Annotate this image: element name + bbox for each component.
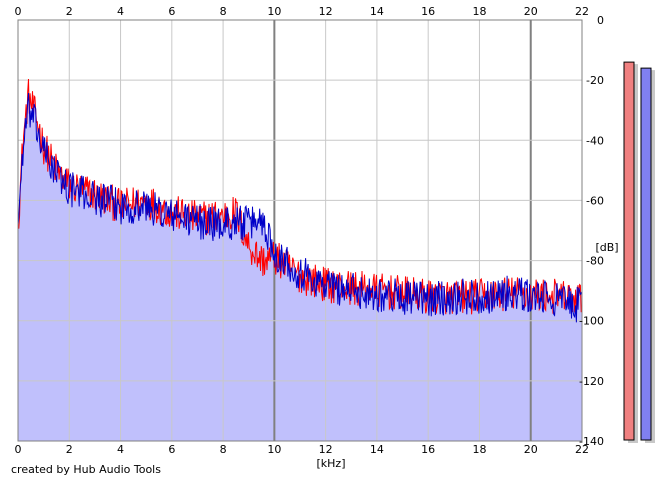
x-tick-label-top: 4 <box>117 5 124 18</box>
x-tick-label-bottom: 22 <box>575 443 589 456</box>
y-axis-right-ticks: 0 -20 -40 -60 -80 -100 -120 -140 <box>579 14 604 448</box>
x-tick-label-bottom: 16 <box>421 443 435 456</box>
y-tick-label: -140 <box>579 435 604 448</box>
x-tick-label-bottom: 8 <box>220 443 227 456</box>
series-line-right <box>17 92 583 323</box>
x-tick-label-top: 10 <box>267 5 281 18</box>
x-tick-label-bottom: 2 <box>66 443 73 456</box>
x-tick-label-bottom: 0 <box>15 443 22 456</box>
x-axis-top-ticks: 0 2 4 6 8 10 12 14 16 18 20 22 <box>15 5 590 18</box>
x-tick-label-bottom: 20 <box>524 443 538 456</box>
x-tick-label-top: 0 <box>15 5 22 18</box>
x-axis-label: [kHz] <box>317 457 346 470</box>
x-tick-label-bottom: 4 <box>117 443 124 456</box>
spectrum-area-fill <box>18 79 582 441</box>
series-layer <box>17 78 583 323</box>
x-tick-label-top: 22 <box>575 5 589 18</box>
y-tick-label: -20 <box>586 74 604 87</box>
x-tick-label-top: 14 <box>370 5 384 18</box>
x-tick-label-top: 18 <box>472 5 486 18</box>
x-tick-label-top: 2 <box>66 5 73 18</box>
x-tick-label-top: 20 <box>524 5 538 18</box>
y-tick-label: -40 <box>586 134 604 147</box>
x-tick-label-bottom: 10 <box>267 443 281 456</box>
x-tick-label-top: 8 <box>220 5 227 18</box>
credit-text: created by Hub Audio Tools <box>11 463 161 476</box>
spectrum-fill-layer <box>18 79 582 441</box>
meter-right-bar <box>640 67 652 441</box>
plot-area <box>17 19 583 442</box>
level-meters <box>623 61 655 443</box>
y-tick-label: 0 <box>597 14 604 27</box>
y-tick-label: -60 <box>586 194 604 207</box>
x-tick-label-bottom: 14 <box>370 443 384 456</box>
x-axis-bottom-ticks: 0 2 4 6 8 10 12 14 16 18 20 22 <box>15 443 590 456</box>
y-tick-label: -120 <box>579 375 604 388</box>
y-tick-label: -80 <box>586 255 604 268</box>
x-tick-label-bottom: 6 <box>168 443 175 456</box>
x-tick-label-bottom: 18 <box>472 443 486 456</box>
y-axis-label: [dB] <box>595 241 618 254</box>
x-tick-label-top: 6 <box>168 5 175 18</box>
x-tick-label-bottom: 12 <box>319 443 333 456</box>
x-tick-label-top: 12 <box>319 5 333 18</box>
x-tick-label-top: 16 <box>421 5 435 18</box>
meter-left-bar <box>623 61 635 441</box>
plot-frame <box>17 19 583 442</box>
y-tick-label: -100 <box>579 315 604 328</box>
